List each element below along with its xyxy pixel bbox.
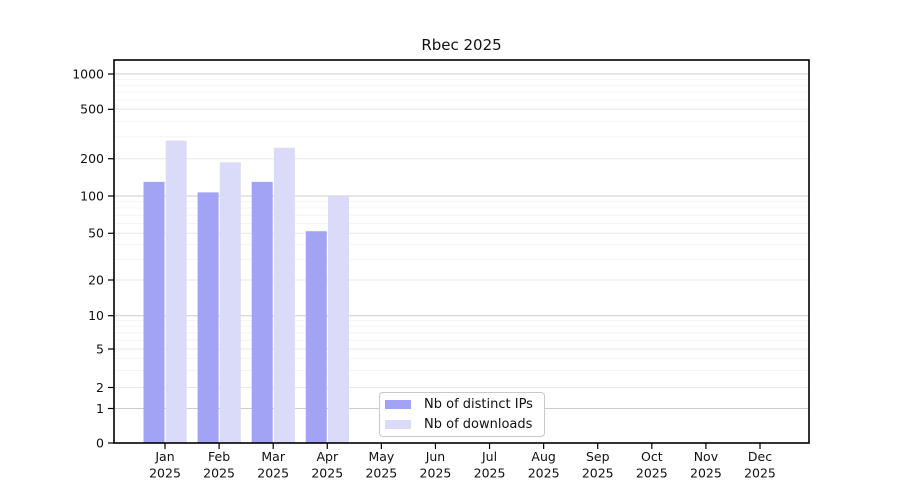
x-tick-label-month: Jun xyxy=(425,449,446,464)
bar-jan-downloads xyxy=(165,140,187,444)
x-tick-label-month: Feb xyxy=(208,449,230,464)
legend-item-distinct-ips: Nb of distinct IPs xyxy=(385,395,544,413)
bar-jan-distinct-ips xyxy=(143,181,165,443)
distinct-ips-swatch xyxy=(385,399,411,409)
y-tick-label: 0 xyxy=(96,435,104,450)
x-tick-label-month: Jul xyxy=(481,449,497,464)
legend-label-downloads: Nb of downloads xyxy=(424,417,533,433)
legend-label-distinct-ips: Nb of distinct IPs xyxy=(424,396,533,412)
x-tick-label-month: Apr xyxy=(316,449,338,464)
x-tick-label-month: Dec xyxy=(748,449,772,464)
downloads-swatch xyxy=(385,420,411,430)
x-tick-label-year: 2025 xyxy=(582,466,614,481)
y-tick-label: 2 xyxy=(96,380,104,395)
x-tick-label-year: 2025 xyxy=(636,466,668,481)
y-tick-label: 50 xyxy=(88,226,104,241)
y-tick-label: 10 xyxy=(88,308,104,323)
x-tick-label-year: 2025 xyxy=(365,466,397,481)
y-tick-label: 200 xyxy=(80,151,104,166)
bar-mar-distinct-ips xyxy=(251,181,273,443)
legend-item-downloads: Nb of downloads xyxy=(385,416,544,434)
bar-apr-distinct-ips xyxy=(305,231,327,443)
y-tick-label: 100 xyxy=(80,188,104,203)
x-tick-label-month: Oct xyxy=(641,449,663,464)
chart-title: Rbec 2025 xyxy=(421,36,502,54)
x-tick-label-month: Aug xyxy=(531,449,555,464)
x-tick-label-month: May xyxy=(368,449,394,464)
y-tick-label: 500 xyxy=(80,102,104,117)
x-tick-label-year: 2025 xyxy=(690,466,722,481)
x-tick-label-year: 2025 xyxy=(420,466,452,481)
x-tick-label-month: Sep xyxy=(586,449,610,464)
plot-border xyxy=(113,59,810,444)
x-tick-label-month: Mar xyxy=(261,449,285,464)
x-tick-label-year: 2025 xyxy=(311,466,343,481)
x-tick-label-year: 2025 xyxy=(203,466,235,481)
bar-mar-downloads xyxy=(273,147,295,443)
bar-feb-distinct-ips xyxy=(197,192,219,443)
bar-apr-downloads xyxy=(327,196,349,443)
legend: Nb of distinct IPs Nb of downloads xyxy=(379,392,545,437)
x-tick-label-year: 2025 xyxy=(149,466,181,481)
x-tick-label-year: 2025 xyxy=(257,466,289,481)
bar-feb-downloads xyxy=(219,162,241,444)
x-tick-label-year: 2025 xyxy=(474,466,506,481)
x-tick-label-month: Jan xyxy=(154,449,174,464)
y-tick-label: 1 xyxy=(96,401,104,416)
y-tick-label: 1000 xyxy=(72,66,104,81)
x-tick-label-year: 2025 xyxy=(528,466,560,481)
y-tick-label: 5 xyxy=(96,341,104,356)
y-tick-label: 20 xyxy=(88,272,104,287)
x-tick-label-year: 2025 xyxy=(744,466,776,481)
x-tick-label-month: Nov xyxy=(694,449,719,464)
